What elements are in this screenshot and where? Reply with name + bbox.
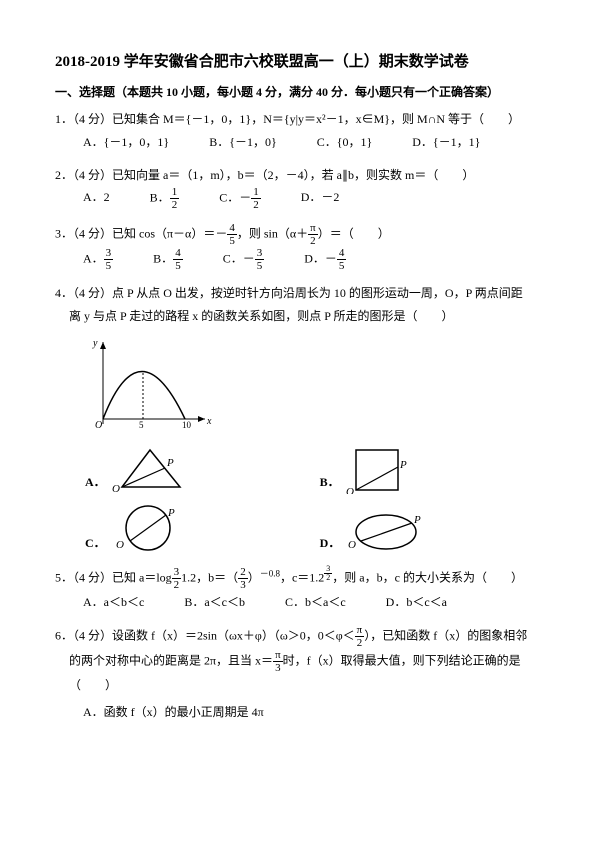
- q3-stem: 3．（4 分）已知 cos（π－α）＝－45，则 sin（α＋π2）＝（ ）: [55, 222, 540, 247]
- triangle-icon: O P: [110, 442, 190, 494]
- q1-choice-a: A．{－1，0，1}: [83, 131, 169, 154]
- q4-graph: O 5 10 x y: [85, 334, 540, 434]
- q4-choice-a: A． O P: [85, 442, 190, 494]
- question-2: 2．（4 分）已知向量 a＝（1，m），b＝（2，－4），若 a∥b，则实数 m…: [55, 164, 540, 212]
- q4-choice-b: B． O P: [320, 442, 416, 494]
- q4-line2: 离 y 与点 P 走过的路程 x 的函数关系如图，则点 P 所走的图形是（ ）: [69, 305, 540, 328]
- circle-icon: O P: [110, 500, 190, 555]
- svg-text:10: 10: [182, 420, 192, 430]
- q4-choice-c: C． O P: [85, 500, 190, 555]
- q5-choice-d: D．b＜c＜a: [386, 591, 447, 614]
- q3-choices: A．35 B．45 C．－35 D．－45: [83, 247, 540, 272]
- q5-choices: A．a＜b＜c B．a＜c＜b C．b＜a＜c D．b＜c＜a: [83, 591, 540, 614]
- q2-choices: A．2 B．12 C．－12 D．－2: [83, 186, 540, 211]
- q6-line2: 的两个对称中心的距离是 2π，且当 x＝π3时，f（x）取得最大值，则下列结论正…: [69, 649, 540, 674]
- q3-choice-c: C．－35: [223, 247, 265, 272]
- svg-text:O: O: [112, 483, 120, 494]
- q2-choice-d: D．－2: [301, 186, 340, 211]
- q6-line1: 6．（4 分）设函数 f（x）＝2sin（ωx＋φ）（ω＞0，0＜φ＜π2），已…: [55, 624, 540, 649]
- question-6: 6．（4 分）设函数 f（x）＝2sin（ωx＋φ）（ω＞0，0＜φ＜π2），已…: [55, 624, 540, 724]
- question-1: 1．（4 分）已知集合 M＝{－1，0，1}，N＝{y|y＝x²－1，x∈M}，…: [55, 108, 540, 154]
- ellipse-icon: O P: [344, 505, 434, 555]
- q3-choice-b: B．45: [153, 247, 183, 272]
- q2-choice-a: A．2: [83, 186, 110, 211]
- q6-choice-a: A．函数 f（x）的最小正周期是 4π: [83, 701, 540, 724]
- exam-title: 2018-2019 学年安徽省合肥市六校联盟高一（上）期末数学试卷: [55, 50, 540, 71]
- svg-text:O: O: [116, 539, 124, 551]
- question-5: 5．（4 分）已知 a＝log321.2，b＝（23）－0.8，c＝1.232，…: [55, 565, 540, 614]
- svg-text:P: P: [399, 459, 407, 471]
- q1-choice-c: C．{0，1}: [317, 131, 373, 154]
- svg-text:x: x: [206, 416, 212, 427]
- square-icon: O P: [344, 442, 416, 494]
- q1-choice-b: B．{－1，0}: [209, 131, 277, 154]
- svg-text:O: O: [348, 539, 356, 551]
- q1-stem: 1．（4 分）已知集合 M＝{－1，0，1}，N＝{y|y＝x²－1，x∈M}，…: [55, 108, 540, 131]
- q4-row1: A． O P B． O P: [85, 442, 540, 494]
- q5-choice-b: B．a＜c＜b: [184, 591, 245, 614]
- svg-text:P: P: [413, 514, 421, 526]
- svg-text:O: O: [95, 420, 102, 431]
- svg-text:P: P: [166, 457, 174, 469]
- question-3: 3．（4 分）已知 cos（π－α）＝－45，则 sin（α＋π2）＝（ ） A…: [55, 222, 540, 272]
- q3-choice-d: D．－45: [304, 247, 346, 272]
- q5-choice-c: C．b＜a＜c: [285, 591, 346, 614]
- svg-text:P: P: [167, 507, 175, 519]
- svg-text:y: y: [92, 338, 98, 349]
- parabola-graph-icon: O 5 10 x y: [85, 334, 215, 434]
- q2-stem: 2．（4 分）已知向量 a＝（1，m），b＝（2，－4），若 a∥b，则实数 m…: [55, 164, 540, 187]
- q4-line1: 4．（4 分）点 P 从点 O 出发，按逆时针方向沿周长为 10 的图形运动一周…: [55, 282, 540, 305]
- question-4: 4．（4 分）点 P 从点 O 出发，按逆时针方向沿周长为 10 的图形运动一周…: [55, 282, 540, 555]
- q5-choice-a: A．a＜b＜c: [83, 591, 144, 614]
- q1-choices: A．{－1，0，1} B．{－1，0} C．{0，1} D．{－1，1}: [83, 131, 540, 154]
- frac-half: 12: [170, 186, 180, 211]
- q2-choice-c: C．－12: [219, 186, 261, 211]
- q4-choice-d: D． O P: [320, 505, 435, 555]
- q4-row2: C． O P D． O P: [85, 500, 540, 555]
- q6-line3: （ ）: [69, 674, 540, 697]
- exam-page: 2018-2019 学年安徽省合肥市六校联盟高一（上）期末数学试卷 一、选择题（…: [0, 0, 595, 774]
- q2-choice-b: B．12: [150, 186, 180, 211]
- svg-text:5: 5: [139, 420, 144, 430]
- q1-choice-d: D．{－1，1}: [412, 131, 480, 154]
- svg-text:O: O: [346, 486, 354, 494]
- q3-choice-a: A．35: [83, 247, 113, 272]
- q5-stem: 5．（4 分）已知 a＝log321.2，b＝（23）－0.8，c＝1.232，…: [55, 565, 540, 591]
- section-header: 一、选择题（本题共 10 小题，每小题 4 分，满分 40 分．每小题只有一个正…: [55, 83, 540, 100]
